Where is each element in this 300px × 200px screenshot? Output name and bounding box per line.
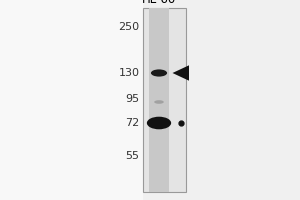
Ellipse shape (151, 69, 167, 77)
Ellipse shape (154, 100, 164, 104)
Ellipse shape (147, 117, 171, 129)
Text: 72: 72 (125, 118, 140, 128)
Polygon shape (172, 65, 189, 81)
Text: 95: 95 (125, 94, 140, 104)
Text: 250: 250 (118, 22, 140, 32)
FancyBboxPatch shape (0, 0, 142, 200)
FancyBboxPatch shape (142, 8, 186, 192)
Text: 55: 55 (125, 151, 140, 161)
Text: 130: 130 (118, 68, 140, 78)
Text: HL-60: HL-60 (142, 0, 176, 6)
FancyBboxPatch shape (148, 8, 170, 192)
